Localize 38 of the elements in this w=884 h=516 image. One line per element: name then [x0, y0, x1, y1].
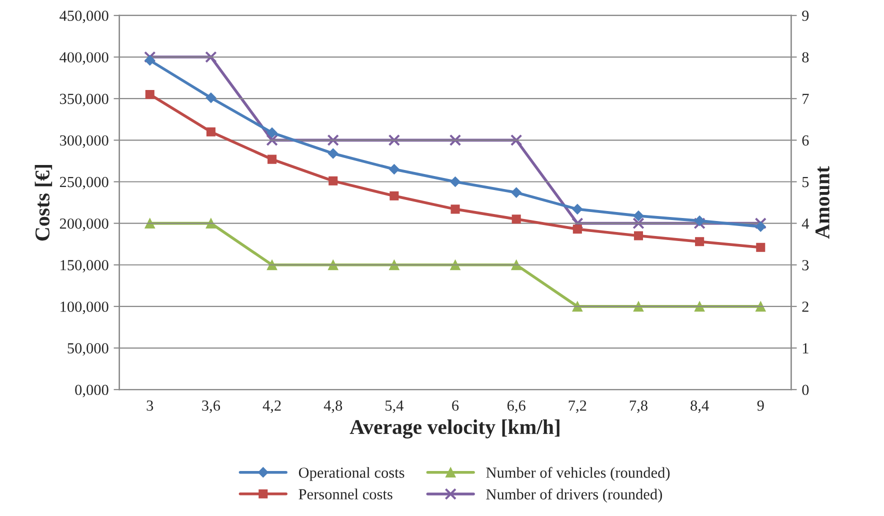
y2-tick-label: 0	[802, 384, 809, 396]
y2-tick-label: 1	[802, 343, 808, 354]
y-tick-label: 150,000	[60, 260, 108, 273]
x-tick-label: 8,4	[690, 400, 709, 413]
y2-tick-label: 8	[802, 52, 809, 62]
y-tick-label: 350,000	[60, 94, 108, 106]
y-tick-label: 100,000	[60, 302, 108, 314]
x-axis-title: Average velocity [km/h]	[350, 419, 560, 438]
legend-label: Number of drivers (rounded)	[486, 488, 662, 503]
y-tick-label: 300,000	[60, 135, 108, 148]
y2-tick-label: 9	[802, 10, 809, 21]
x-tick-label: 6,6	[507, 400, 526, 413]
x-tick-label: 5,4	[386, 400, 404, 413]
x-tick-label: 3	[146, 400, 154, 411]
y-axis-title: Costs [€]	[34, 165, 52, 241]
y2-tick-label: 6	[802, 135, 809, 146]
y2-tick-label: 5	[802, 177, 809, 188]
x-tick-label: 3,6	[202, 400, 220, 413]
x-tick-label: 6	[452, 400, 459, 411]
x-tick-label: 9	[757, 400, 764, 411]
y-tick-label: 50,000	[68, 343, 108, 356]
x-tick-label: 7,8	[630, 400, 648, 413]
y2-tick-label: 4	[802, 218, 809, 229]
x-tick-label: 7,2	[568, 400, 586, 413]
x-tick-label: 4,8	[324, 400, 342, 413]
y2-axis-title: Amount	[815, 166, 830, 239]
y-tick-label: 400,000	[60, 52, 108, 65]
y-tick-label: 250,000	[60, 176, 108, 190]
y2-tick-label: 3	[802, 260, 809, 270]
y2-tick-label: 7	[802, 94, 809, 104]
legend-label: Operational costs	[298, 467, 404, 481]
y-tick-label: 200,000	[60, 218, 108, 231]
y-tick-label: 450,000	[60, 10, 108, 24]
x-tick-label: 4,2	[262, 400, 281, 413]
legend-label: Personnel costs	[298, 488, 392, 500]
y2-tick-label: 2	[802, 302, 808, 312]
y-tick-label: 0,000	[75, 384, 108, 398]
legend-label: Number of vehicles (rounded)	[486, 466, 670, 481]
